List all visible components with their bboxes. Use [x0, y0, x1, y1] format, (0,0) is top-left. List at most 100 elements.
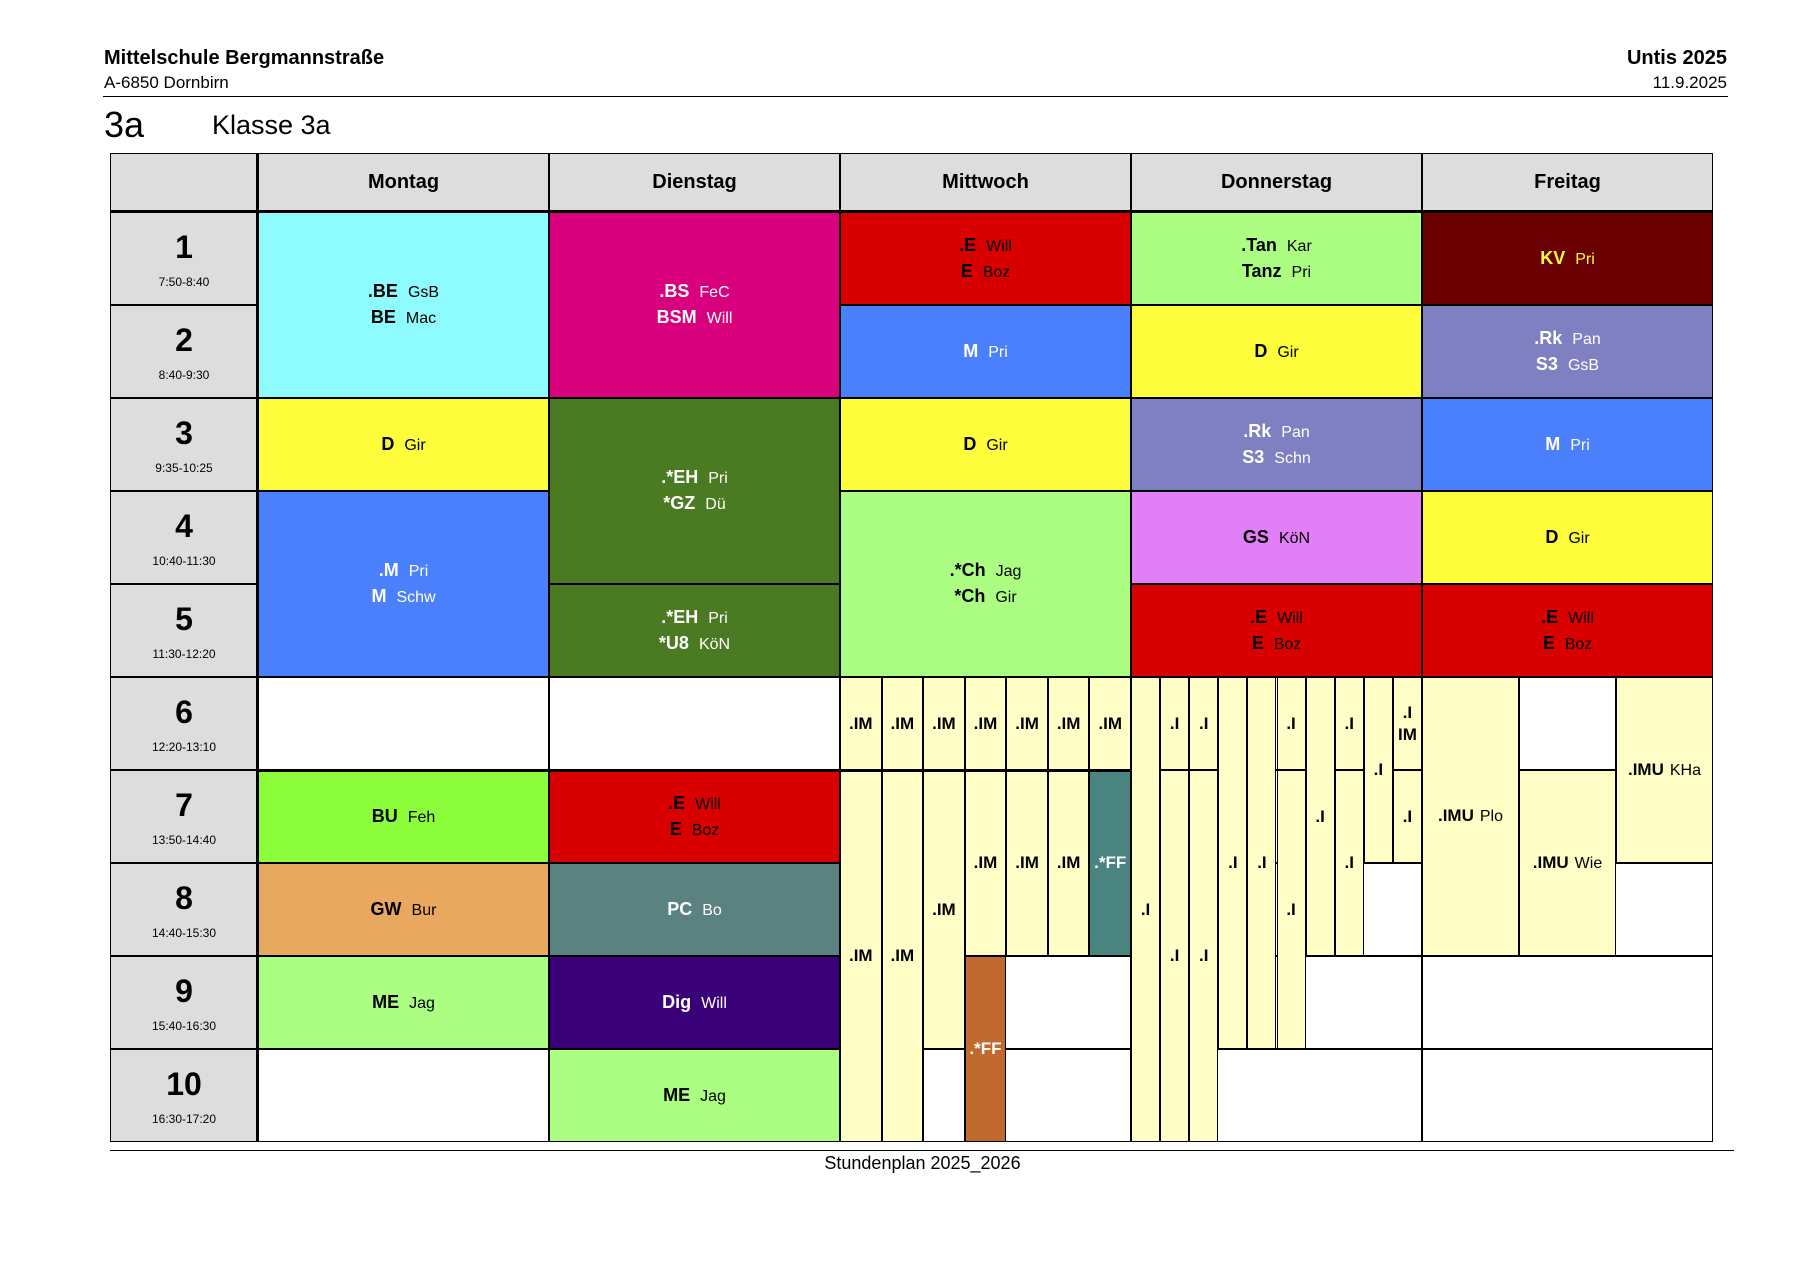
lesson-block: .IM	[1047, 770, 1090, 956]
lesson-line: .*Ch Jag	[950, 558, 1022, 584]
empty-slot	[258, 1049, 549, 1142]
lesson-line: BE Mac	[371, 305, 436, 331]
subject-code: E	[1251, 632, 1264, 653]
subject-code: .IM	[973, 713, 998, 733]
subject-code: .BS	[659, 281, 690, 301]
lesson-line: E Boz	[961, 259, 1011, 285]
period-header-10: 10 16:30-17:20	[110, 1049, 258, 1142]
period-time: 8:40-9:30	[158, 367, 210, 382]
lesson-block: BU Feh	[258, 770, 549, 863]
lesson-block: .IM	[881, 770, 924, 1142]
lesson-block: .I	[1189, 677, 1219, 770]
subject-code: .*Ch	[949, 560, 986, 580]
teacher-code: Will	[1277, 609, 1303, 627]
grid-divider	[256, 153, 259, 1142]
period-number: 8	[175, 879, 193, 916]
period-time: 16:30-17:20	[151, 1111, 217, 1126]
teacher-code: Gir	[986, 436, 1008, 454]
lesson-block: .BE GsB BE Mac	[258, 212, 549, 398]
period-header-7: 7 13:50-14:40	[110, 770, 258, 863]
teacher-code: Gir	[404, 436, 426, 454]
lesson-block: .IM	[840, 677, 882, 770]
period-number: 4	[175, 507, 193, 544]
period-number: 5	[175, 600, 193, 637]
subject-code: .I	[1169, 946, 1180, 965]
subject-code: .I	[1169, 713, 1180, 733]
subject-code: .BE	[367, 281, 398, 301]
lesson-block: .*FF	[964, 956, 1007, 1142]
subject-code: ME	[663, 1084, 691, 1105]
day-header-dienstag: Dienstag	[549, 153, 840, 212]
grid-divider	[110, 210, 1713, 213]
lesson-line: .BS FeC	[659, 279, 729, 305]
period-time: 10:40-11:30	[152, 553, 216, 568]
teacher-code: Dü	[705, 496, 726, 513]
lesson-block: .IM	[1006, 677, 1048, 770]
period-header-1: 1 7:50-8:40	[110, 212, 258, 305]
lesson-line: Tanz Pri	[1242, 259, 1311, 285]
teacher-code: Boz	[691, 821, 720, 839]
teacher-code: Boz	[1273, 635, 1302, 653]
subject-code: .IM	[890, 946, 915, 965]
subject-code: BE	[370, 307, 396, 327]
empty-slot	[923, 1049, 965, 1142]
subject-code: S3	[1242, 446, 1265, 467]
subject-code: .I	[1199, 713, 1209, 733]
subject-code: .IM	[1015, 853, 1039, 872]
lesson-block: M Pri	[840, 305, 1131, 398]
lesson-line: .IMU Plo	[1438, 805, 1503, 828]
lesson-block: D Gir	[258, 398, 549, 491]
subject-code: .IMU	[1627, 759, 1664, 779]
teacher-code: Boz	[982, 263, 1011, 281]
subject-code: .I	[1373, 760, 1384, 779]
subject-code: .IM	[932, 899, 956, 919]
lesson-block: ME Jag	[549, 1049, 840, 1142]
subject-code: .IM	[890, 713, 915, 733]
subject-code: .IM	[848, 713, 873, 733]
teacher-code: FeC	[699, 284, 730, 301]
subject-code: .I	[1257, 853, 1267, 872]
subject-code: S3	[1535, 353, 1558, 374]
subject-code: D	[381, 433, 395, 454]
lesson-line: .E Will	[1250, 605, 1303, 631]
lesson-block: .I	[1218, 677, 1248, 1049]
subject-code: *U8	[658, 632, 689, 653]
period-time: 15:40-16:30	[151, 1018, 217, 1033]
lesson-line: D Gir	[1254, 339, 1298, 365]
lesson-line: .*EH Pri	[661, 465, 728, 491]
class-code: 3a	[104, 104, 145, 145]
period-number: 9	[175, 972, 193, 1009]
day-header-donnerstag: Donnerstag	[1131, 153, 1422, 212]
subject-code: .E	[668, 792, 686, 813]
lesson-line: .*EH Pri	[661, 605, 728, 631]
subject-code: .*FF	[969, 1039, 1002, 1058]
period-number: 2	[175, 321, 193, 358]
lesson-line: PC Bo	[667, 897, 722, 923]
lesson-line: M Pri	[963, 339, 1008, 365]
subject-code: *GZ	[663, 493, 696, 513]
grid-corner	[110, 153, 258, 212]
subject-code: .IM	[1056, 713, 1081, 733]
empty-slot	[1519, 677, 1616, 770]
teacher-code: Will	[1568, 609, 1594, 627]
lesson-block: D Gir	[1131, 305, 1422, 398]
period-time: 12:20-13:10	[151, 739, 217, 754]
teacher-code: Gir	[995, 589, 1017, 606]
lesson-block: .I	[1363, 677, 1393, 863]
subject-code: GW	[370, 898, 402, 919]
lesson-line: D Gir	[963, 432, 1007, 458]
subject-code: KV	[1540, 247, 1566, 268]
empty-slot	[258, 677, 549, 770]
lesson-line: ME Jag	[372, 990, 435, 1016]
subject-code: .I	[1140, 899, 1151, 919]
lesson-block: .I	[1189, 770, 1219, 1142]
period-header-9: 9 15:40-16:30	[110, 956, 258, 1049]
teacher-code: Kar	[1286, 237, 1312, 255]
period-header-5: 5 11:30-12:20	[110, 584, 258, 677]
subject-code: .E	[1250, 606, 1268, 627]
subject-code: .I	[1344, 853, 1354, 872]
lesson-block: D Gir	[840, 398, 1131, 491]
period-number: 7	[175, 786, 193, 823]
period-time: 9:35-10:25	[155, 460, 213, 475]
empty-slot	[1422, 1049, 1713, 1142]
